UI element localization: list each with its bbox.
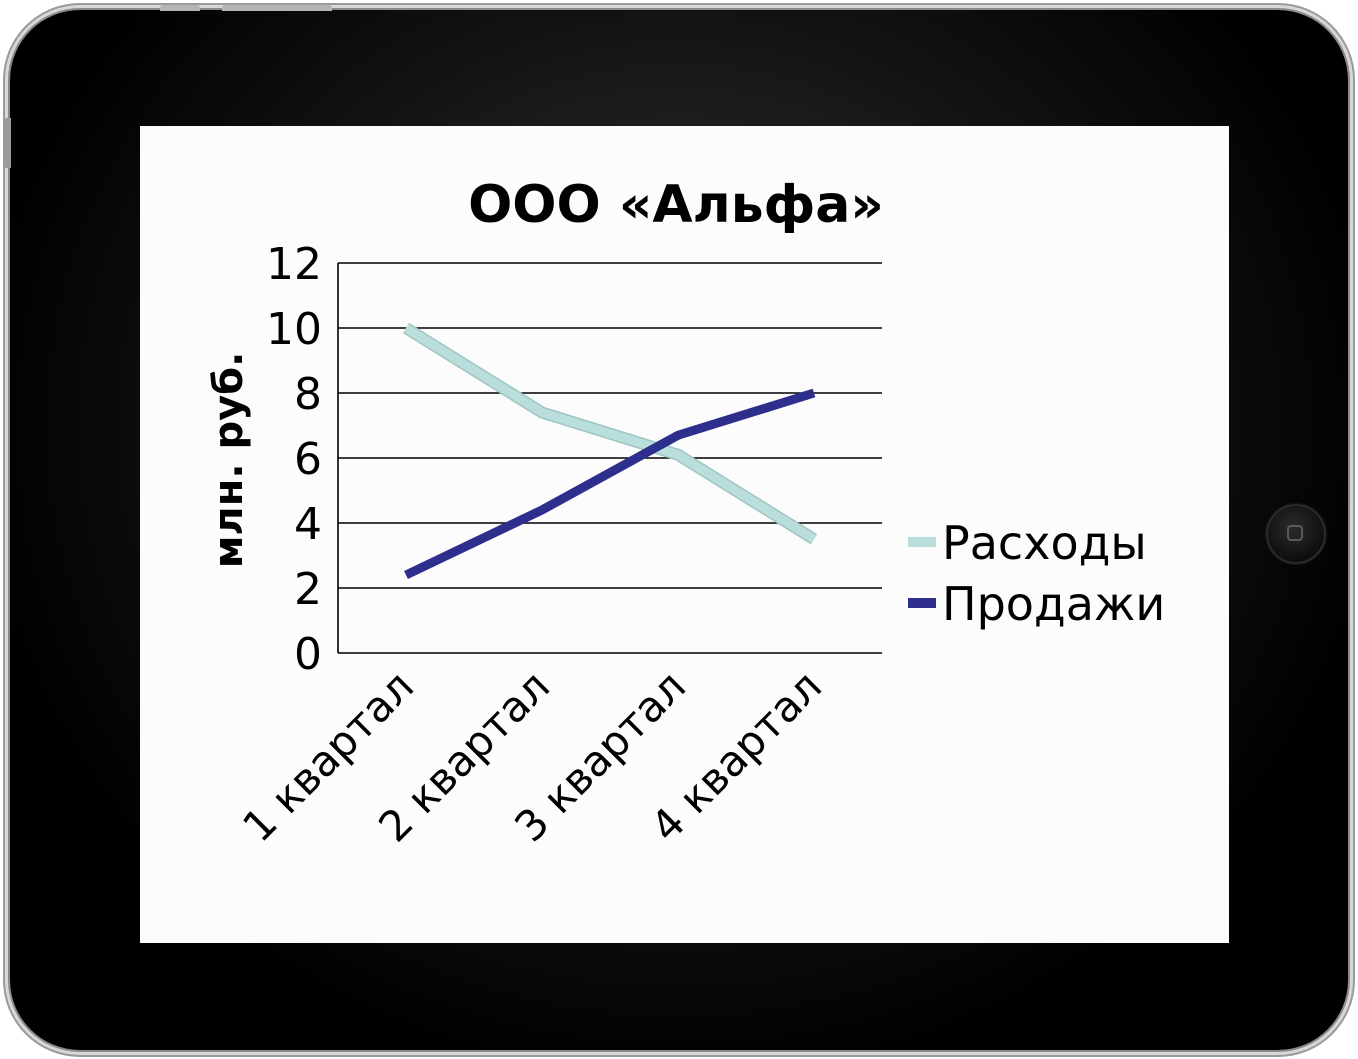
- series-line-prodazhi: [404, 388, 816, 580]
- legend-swatch: [908, 598, 936, 608]
- y-tick-label: 6: [294, 434, 322, 485]
- legend-label: Продажи: [942, 577, 1165, 631]
- chart-title: ООО «Альфа»: [468, 175, 884, 235]
- y-tick-label: 12: [266, 239, 322, 290]
- gridlines: [337, 262, 882, 654]
- y-tick-label: 8: [294, 369, 322, 420]
- y-tick-label: 2: [294, 564, 322, 615]
- home-square-icon: [1287, 525, 1303, 541]
- y-tick-label: 10: [266, 304, 322, 355]
- volume-button: [4, 118, 11, 168]
- y-tick-labels: 0 2 4 6 8 10 12: [266, 239, 322, 680]
- series-line-rashody: [403, 324, 817, 544]
- y-axis-label: млн. руб.: [206, 352, 252, 569]
- y-tick-label: 0: [294, 629, 322, 680]
- series-lines: [402, 322, 818, 580]
- screen: [140, 126, 1229, 943]
- power-button: [160, 5, 200, 11]
- legend-label: Расходы: [942, 516, 1147, 570]
- y-tick-label: 4: [294, 499, 322, 550]
- sleep-button: [222, 5, 332, 11]
- legend: Расходы Продажи: [908, 516, 1165, 631]
- legend-swatch: [908, 537, 936, 547]
- home-button-icon[interactable]: [1266, 504, 1326, 564]
